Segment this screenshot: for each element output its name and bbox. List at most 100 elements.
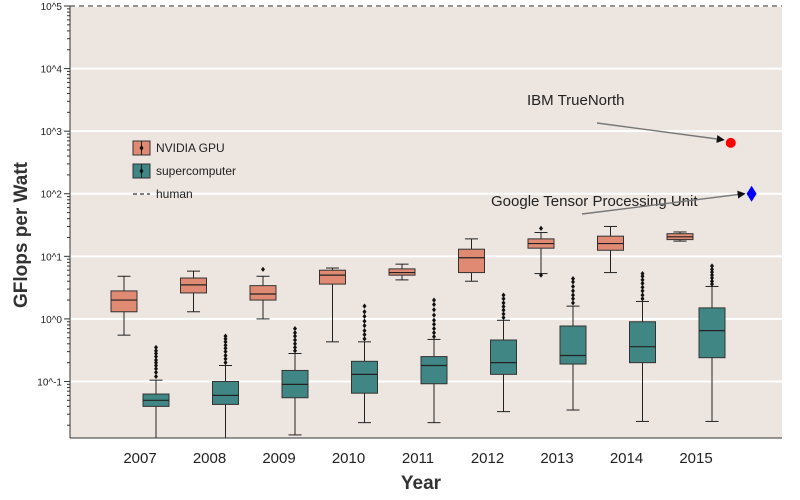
legend: NVIDIA GPU supercomputer human [132,140,236,201]
outlier-point [640,296,645,302]
annotation-ibm-truenorth: IBM TrueNorth [527,92,625,109]
outlier-point [362,309,367,315]
outlier-point [571,288,575,294]
outlier-point [223,360,228,366]
outlier-point [362,336,367,342]
x-tick-label: 2010 [332,450,365,467]
outlier-point [223,352,228,359]
box-nvidia-gpu-2011 [388,263,416,281]
outlier-point [501,314,506,321]
x-tick-label: 2011 [402,450,434,467]
box-iqr [319,269,346,285]
box-iqr [351,360,378,394]
outlier-point [293,333,297,339]
outlier-point [640,277,645,283]
outlier-point [154,362,158,369]
y-tick-label: 10^3 [41,127,63,138]
outlier-point [293,341,297,347]
y-tick-label: 10^5 [41,2,63,13]
box-nvidia-gpu-2014 [597,225,624,274]
box-nvidia-gpu-2013 [527,225,555,278]
box-supercomputer-2013 [559,276,587,411]
outlier-point [432,334,436,340]
outlier-point [223,356,228,362]
highlight-points [725,137,757,202]
outlier-point [432,321,436,327]
outlier-point [223,339,228,345]
legend-swatch-marker [139,168,144,174]
outlier-point [362,323,367,329]
box-iqr [559,325,587,365]
x-tick-label: 2009 [262,450,295,467]
outlier-point [154,344,158,351]
outlier-point [223,333,228,339]
outlier-point [293,348,297,354]
outlier-point [501,296,506,302]
outlier-point [223,336,228,342]
box-iqr [490,339,517,375]
outlier-point [640,292,645,298]
annotation-arrow-truenorth [596,122,725,143]
point-ibm-truenorth [725,137,736,148]
x-tick-label: 2013 [540,450,573,467]
y-axis-title: GFlops per Watt [11,161,32,308]
outlier-point [710,266,714,272]
x-tick-label: 2007 [123,450,156,467]
y-tick-label: 10^-1 [37,377,62,388]
outlier-point [154,357,158,363]
outlier-point [640,284,645,290]
box-iqr [629,321,656,364]
outlier-point [293,344,297,351]
outlier-point [362,318,367,324]
outlier-point [710,272,714,278]
grid-lines [70,5,782,383]
outlier-point [710,281,714,287]
box-supercomputer-2009 [281,325,309,436]
outlier-point [154,369,158,375]
box-supercomputer-2012 [490,292,517,413]
y-tick-label: 10^1 [41,252,63,263]
legend-label: human [156,187,193,201]
legend-item-supercomputer: supercomputer [132,163,236,179]
outlier-point [640,273,645,279]
outlier-point [710,263,714,269]
annotation-google-tpu: Google Tensor Processing Unit [491,193,698,210]
box-iqr [110,290,138,313]
outlier-point [501,300,506,306]
outlier-point [293,330,297,336]
outlier-point [640,270,645,277]
box-supercomputer-2014 [629,270,656,422]
box-nvidia-gpu-2007 [110,275,138,336]
outlier-point [539,225,543,231]
outlier-point [432,297,436,303]
outlier-point [432,301,436,308]
outlier-point [223,342,228,348]
point-google-tensor-processing-unit [746,185,757,202]
outlier-point [154,373,158,380]
outlier-point [571,283,575,290]
outlier-point [501,311,506,317]
outlier-point [571,300,575,306]
box-iqr [420,356,448,385]
x-tick-label: 2015 [679,450,712,467]
x-tick-label: 2012 [471,450,504,467]
x-tick-label: 2008 [193,450,226,467]
outlier-point [362,313,367,319]
box-supercomputer-2011 [420,297,448,424]
axes: 10^-1 10^0 10^1 10^2 10^3 10^4 10^5 2007 2008 200… [37,2,782,467]
outlier-point [261,266,265,272]
y-tick-label: 10^4 [41,65,63,76]
outlier-point [293,337,297,343]
y-tick-label: 10^2 [41,190,63,201]
legend-swatch-marker [139,145,144,151]
outlier-point [571,292,575,298]
outlier-point [501,307,506,313]
outlier-point [432,317,436,323]
x-axis-title: Year [401,473,442,494]
outlier-point [432,325,436,332]
outlier-point [501,292,506,298]
outlier-point [539,272,543,278]
legend-label: NVIDIA GPU [156,141,225,155]
box-nvidia-gpu-2010 [319,267,346,343]
